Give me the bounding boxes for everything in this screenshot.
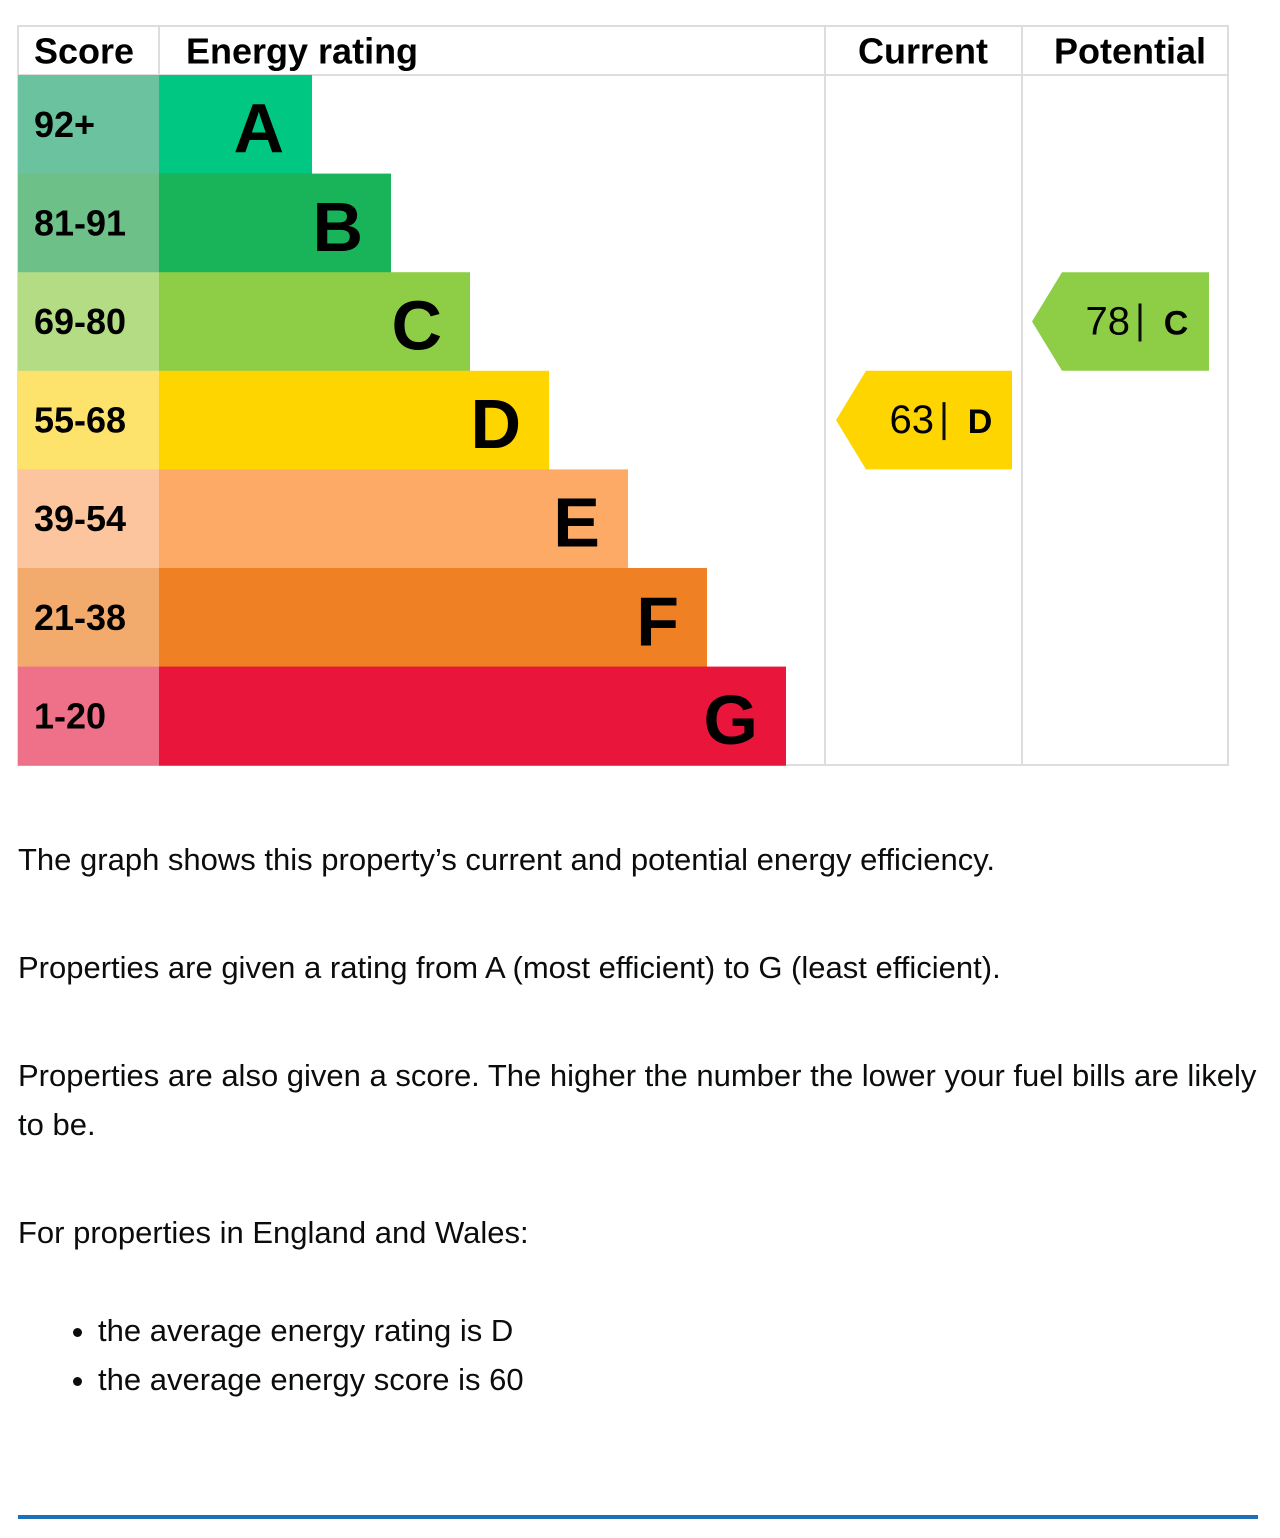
explanation: The graph shows this property’s current …	[18, 835, 1258, 1404]
score-cell	[18, 173, 159, 273]
potential-rating: C	[1164, 305, 1189, 343]
score-cell	[18, 666, 159, 766]
current-rating: D	[968, 403, 993, 441]
band-score: 81-91	[34, 202, 126, 243]
header-score: Score	[34, 31, 134, 72]
divider	[18, 1515, 1258, 1519]
paragraph: The graph shows this property’s current …	[18, 842, 996, 877]
band-letter: C	[391, 287, 442, 365]
epc-chart: Score Energy rating Current Potential 92…	[17, 25, 1229, 766]
paragraph: For properties in England and Wales:	[18, 1215, 529, 1250]
band-score: 21-38	[34, 597, 126, 638]
score-cell	[18, 272, 159, 372]
bullet: the average energy score is 60	[98, 1355, 1258, 1404]
header-rating: Energy rating	[186, 31, 418, 72]
band-score: 39-54	[34, 498, 126, 539]
rating-bar	[159, 75, 312, 175]
band-letter: D	[470, 385, 521, 463]
band-letter: E	[553, 484, 600, 562]
band-score: 69-80	[34, 301, 126, 342]
rating-bar	[159, 666, 786, 766]
rating-bar	[159, 370, 549, 470]
paragraph: Properties are given a rating from A (mo…	[18, 950, 1001, 985]
band-score: 1-20	[34, 695, 106, 736]
rating-bar	[159, 469, 628, 569]
score-cell	[18, 568, 159, 668]
band-score: 55-68	[34, 400, 126, 441]
current-arrow	[836, 370, 1012, 470]
band-score: 92+	[34, 104, 95, 145]
band-letter: B	[312, 188, 363, 266]
header-potential: Potential	[1054, 31, 1206, 72]
band-letter: F	[636, 582, 679, 660]
potential-arrow	[1032, 272, 1209, 371]
paragraph: Properties are also given a score. The h…	[18, 1058, 1257, 1142]
rating-bar	[159, 272, 470, 372]
bullet: the average energy rating is D	[98, 1306, 1258, 1355]
score-cell	[18, 75, 159, 175]
current-score: 63	[890, 398, 935, 442]
band-letter: G	[704, 681, 758, 759]
rating-bar	[159, 568, 707, 668]
score-cell	[18, 469, 159, 569]
header-current: Current	[858, 31, 988, 72]
score-cell	[18, 370, 159, 470]
potential-score: 78	[1086, 300, 1131, 344]
rating-bar	[159, 173, 391, 273]
band-letter: A	[233, 89, 284, 167]
bullet-list: the average energy rating is Dthe averag…	[18, 1306, 1258, 1404]
